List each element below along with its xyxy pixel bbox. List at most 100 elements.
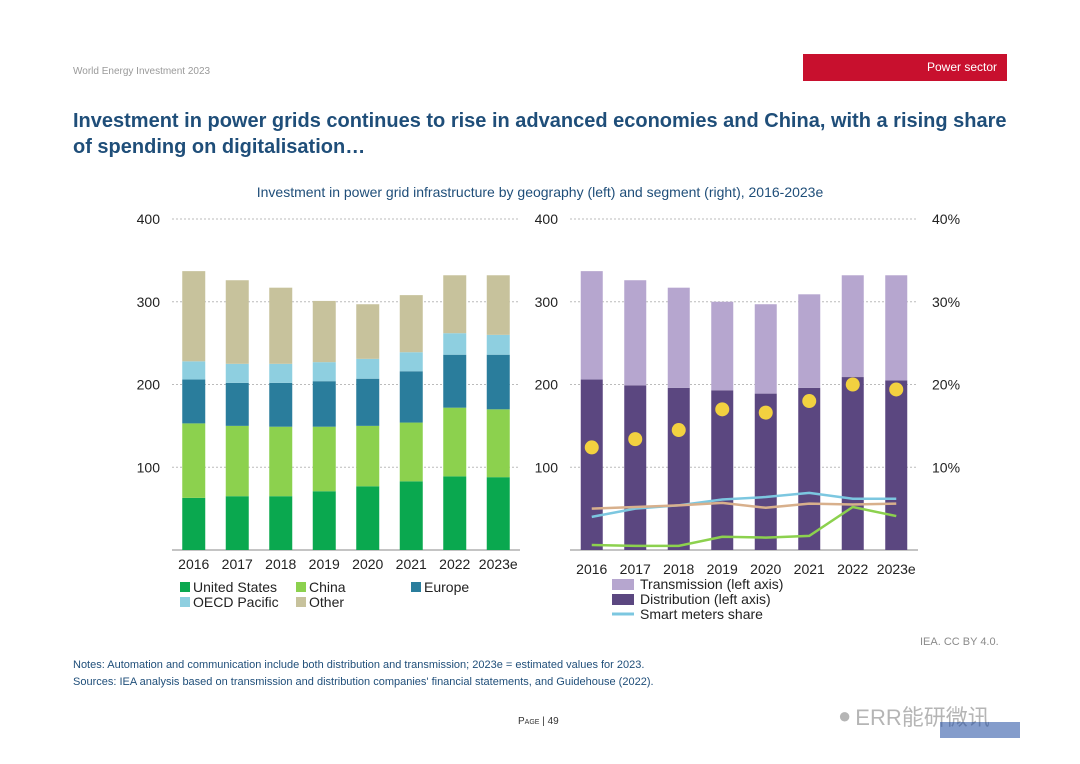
left-y-tick-label: 200 (137, 377, 161, 393)
left-x-tick-label: 2016 (178, 556, 209, 572)
legend-label-other: Other (309, 594, 344, 610)
bar-transmission (580, 271, 603, 380)
right-x-tick-label: 2023e (877, 561, 916, 577)
share-marker (671, 423, 686, 438)
bar-united-states (182, 497, 206, 550)
bar-other (269, 287, 293, 364)
bar-other (225, 280, 249, 364)
line-communication-share (591, 505, 897, 548)
bar-united-states (486, 477, 510, 550)
bar-other (486, 275, 510, 335)
bar-china (312, 426, 336, 492)
share-marker (758, 405, 773, 420)
share-marker (889, 382, 904, 397)
right-x-tick-label: 2017 (620, 561, 651, 577)
page-headline: Investment in power grids continues to r… (73, 110, 1007, 158)
share-marker (845, 377, 860, 392)
right-y2-tick-label: 40% (932, 211, 960, 227)
bar-china (443, 407, 467, 477)
legend-label-transmission: Transmission (left axis) (640, 576, 783, 592)
bar-transmission (841, 275, 864, 378)
legend-swatch-united-states (180, 582, 190, 592)
left-y-tick-label: 300 (137, 294, 161, 310)
page-number: Page | 49 (518, 716, 559, 727)
bar-transmission (798, 294, 821, 388)
line-automation-share (591, 501, 897, 510)
bar-china (225, 425, 249, 497)
sources-text: Sources: IEA analysis based on transmiss… (73, 676, 654, 688)
section-badge: Power sector (803, 54, 1007, 81)
right-x-tick-label: 2022 (837, 561, 868, 577)
page-number-value: 49 (547, 716, 559, 727)
bar-china (269, 426, 293, 497)
notes-block: Notes: Automation and communication incl… (73, 657, 654, 691)
legend-swatch-transmission (612, 579, 634, 590)
share-marker (802, 394, 817, 409)
bar-other (312, 300, 336, 363)
bar-oecd-pacific (225, 363, 249, 383)
right-x-tick-label: 2016 (576, 561, 607, 577)
legend-label-oecd-pacific: OECD Pacific (193, 594, 279, 610)
bar-oecd-pacific (399, 352, 423, 372)
right-y-tick-label: 100 (535, 459, 559, 475)
page-label: Page (518, 716, 540, 727)
bar-distribution (667, 387, 690, 550)
right-x-tick-label: 2019 (707, 561, 738, 577)
bar-europe (312, 381, 336, 427)
bar-other (356, 304, 380, 359)
bar-oecd-pacific (312, 362, 336, 382)
bar-europe (182, 379, 206, 424)
left-y-tick-label: 400 (137, 211, 161, 227)
bar-europe (269, 382, 293, 427)
bar-oecd-pacific (182, 361, 206, 380)
wechat-icon: ● (838, 703, 852, 728)
bar-china (486, 409, 510, 478)
bar-united-states (312, 491, 336, 550)
left-x-tick-label: 2023e (479, 556, 518, 572)
credit-line: IEA. CC BY 4.0. (920, 636, 999, 648)
left-x-tick-label: 2019 (309, 556, 340, 572)
left-x-tick-label: 2020 (352, 556, 383, 572)
bar-transmission (885, 275, 908, 381)
left-x-tick-label: 2018 (265, 556, 296, 572)
right-y-tick-label: 200 (535, 377, 559, 393)
bar-china (356, 425, 380, 487)
left-x-tick-label: 2017 (222, 556, 253, 572)
bar-transmission (667, 287, 690, 388)
right-y-tick-label: 400 (535, 211, 559, 227)
iea-logo-icon (940, 722, 1020, 738)
bar-transmission (754, 304, 777, 394)
bar-distribution (885, 380, 908, 550)
bar-distribution (798, 387, 821, 550)
legend-swatch-oecd-pacific (180, 597, 190, 607)
legend-label-china: China (309, 579, 346, 595)
right-x-tick-label: 2020 (750, 561, 781, 577)
left-x-tick-label: 2021 (396, 556, 427, 572)
document-title: World Energy Investment 2023 (73, 66, 211, 77)
left-y-tick-label: 100 (137, 459, 161, 475)
bar-united-states (399, 481, 423, 550)
bar-distribution (841, 377, 864, 550)
right-x-tick-label: 2021 (794, 561, 825, 577)
share-marker (715, 402, 730, 417)
bar-distribution (624, 385, 647, 550)
legend-label-united-states: United States (193, 579, 277, 595)
bar-other (182, 271, 206, 362)
legend-label-smart-meters-share: Smart meters share (640, 606, 763, 622)
line-smart-meters-share (591, 491, 897, 519)
share-marker (584, 440, 599, 455)
bar-europe (225, 382, 249, 426)
bar-europe (356, 378, 380, 426)
legend-label-distribution: Distribution (left axis) (640, 591, 771, 607)
bar-distribution (754, 393, 777, 550)
notes-text: Notes: Automation and communication incl… (73, 659, 645, 671)
bar-oecd-pacific (443, 333, 467, 355)
bar-united-states (269, 496, 293, 550)
chart-title: Investment in power grid infrastructure … (257, 184, 824, 200)
bar-united-states (356, 486, 380, 550)
right-y-tick-label: 300 (535, 294, 559, 310)
bar-china (399, 422, 423, 482)
bar-united-states (443, 476, 467, 550)
share-marker (628, 432, 643, 447)
